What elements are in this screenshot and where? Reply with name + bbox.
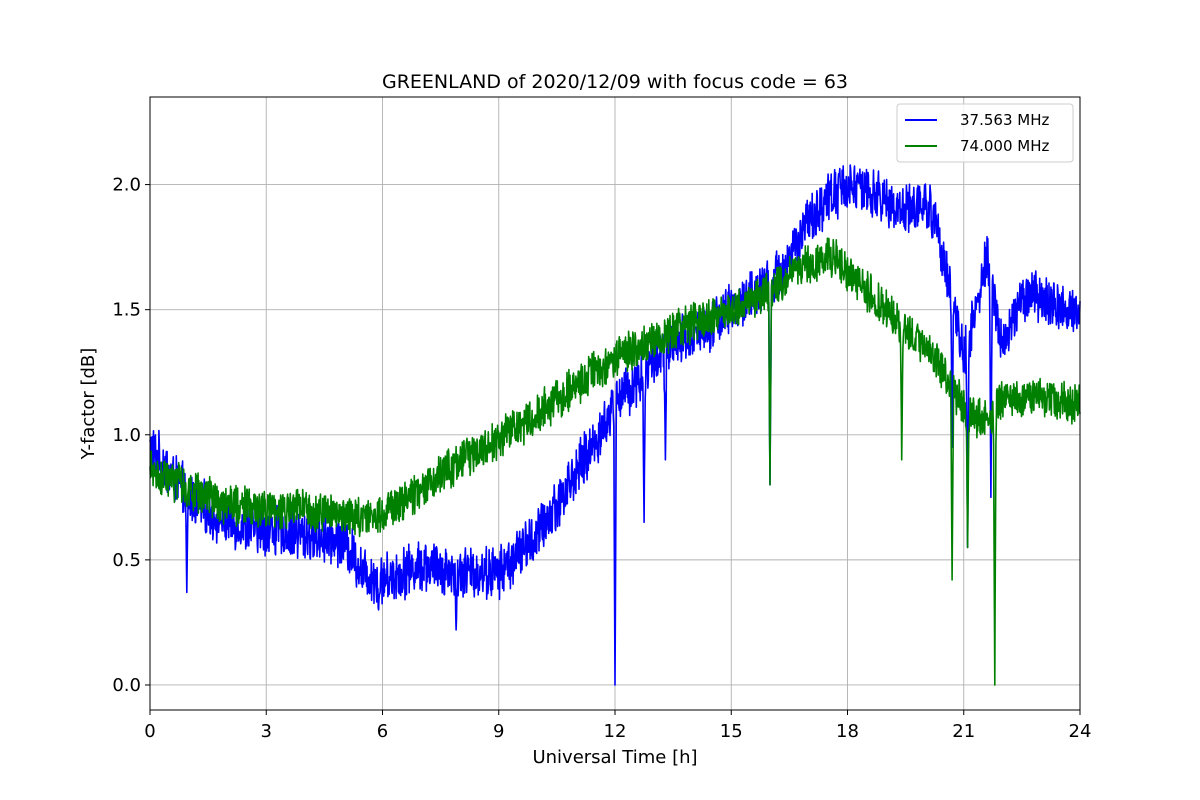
y-tick-label: 0.5 <box>112 550 141 571</box>
y-tick-label: 0.0 <box>112 675 141 696</box>
x-tick-label: 15 <box>720 721 743 742</box>
x-tick-label: 6 <box>377 721 388 742</box>
series-line-1 <box>149 164 1081 686</box>
legend: 37.563 MHz 74.000 MHz <box>896 103 1074 163</box>
y-axis-label: Y-factor [dB] <box>78 348 99 461</box>
y-tick-label: 1.0 <box>112 425 141 446</box>
series-layer <box>149 164 1081 686</box>
ticks: 0 3 6 9 12 15 18 21 24 0.0 0.5 1.0 1.5 2.0 <box>112 175 1091 742</box>
series-line-2 <box>149 237 1081 686</box>
x-tick-label: 21 <box>952 721 975 742</box>
x-tick-label: 18 <box>836 721 859 742</box>
x-tick-label: 24 <box>1069 721 1092 742</box>
x-axis-label: Universal Time [h] <box>532 747 697 768</box>
x-tick-label: 9 <box>493 721 504 742</box>
x-tick-label: 12 <box>604 721 627 742</box>
y-tick-label: 1.5 <box>112 300 141 321</box>
chart-title: GREENLAND of 2020/12/09 with focus code … <box>382 71 848 93</box>
legend-box <box>896 103 1074 163</box>
legend-label: 74.000 MHz <box>960 137 1049 155</box>
y-tick-label: 2.0 <box>112 175 141 196</box>
x-tick-label: 0 <box>144 721 155 742</box>
legend-label: 37.563 MHz <box>960 111 1049 129</box>
x-tick-label: 3 <box>261 721 272 742</box>
